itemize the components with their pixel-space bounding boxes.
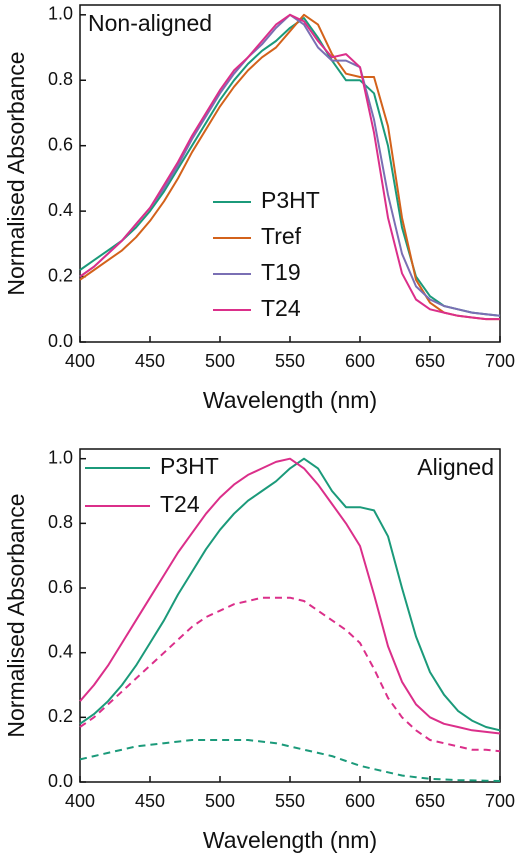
x-tick-label: 500 — [205, 791, 235, 811]
annotation: Aligned — [417, 454, 494, 480]
y-axis-label: Normalised Absorbance — [3, 493, 29, 737]
series-line — [79, 596, 501, 753]
x-tick-label: 650 — [415, 351, 445, 371]
series-line — [79, 457, 501, 735]
y-tick-label: 0.4 — [48, 200, 73, 220]
series-line — [79, 457, 501, 732]
series-line — [79, 13, 500, 321]
y-tick-label: 1.0 — [48, 447, 73, 467]
x-tick-label: 600 — [345, 351, 375, 371]
legend-label: T19 — [261, 259, 301, 285]
legend-label: T24 — [261, 295, 301, 321]
plot-frame — [79, 4, 501, 343]
x-tick-label: 450 — [135, 791, 165, 811]
x-tick-label: 550 — [275, 351, 305, 371]
legend-label: P3HT — [261, 187, 320, 213]
y-tick-label: 1.0 — [48, 4, 73, 24]
x-tick-label: 700 — [485, 351, 515, 371]
legend-label: P3HT — [160, 453, 219, 479]
series-line — [79, 17, 501, 317]
series-line — [79, 739, 501, 782]
x-tick-label: 450 — [135, 351, 165, 371]
y-tick-label: 0.0 — [48, 771, 73, 791]
x-axis-label: Wavelength (nm) — [203, 387, 377, 413]
legend-label: Tref — [261, 223, 302, 249]
x-axis-label: Wavelength (nm) — [203, 827, 377, 853]
annotation: Non-aligned — [88, 10, 212, 36]
y-tick-label: 0.6 — [48, 577, 73, 597]
x-tick-label: 550 — [275, 791, 305, 811]
y-tick-label: 0.2 — [48, 706, 73, 726]
y-tick-label: 0.4 — [48, 641, 73, 661]
y-tick-label: 0.8 — [48, 512, 73, 532]
x-tick-label: 600 — [345, 791, 375, 811]
x-tick-label: 400 — [65, 351, 95, 371]
legend-label: T24 — [160, 491, 200, 517]
x-tick-label: 700 — [485, 791, 515, 811]
y-tick-label: 0.8 — [48, 69, 73, 89]
x-tick-label: 500 — [205, 351, 235, 371]
x-tick-label: 400 — [65, 791, 95, 811]
y-tick-label: 0.6 — [48, 134, 73, 154]
plot-frame — [79, 448, 501, 783]
y-tick-label: 0.2 — [48, 265, 73, 285]
series-line — [79, 13, 500, 321]
y-tick-label: 0.0 — [48, 331, 73, 351]
x-tick-label: 650 — [415, 791, 445, 811]
y-axis-label: Normalised Absorbance — [3, 51, 29, 295]
